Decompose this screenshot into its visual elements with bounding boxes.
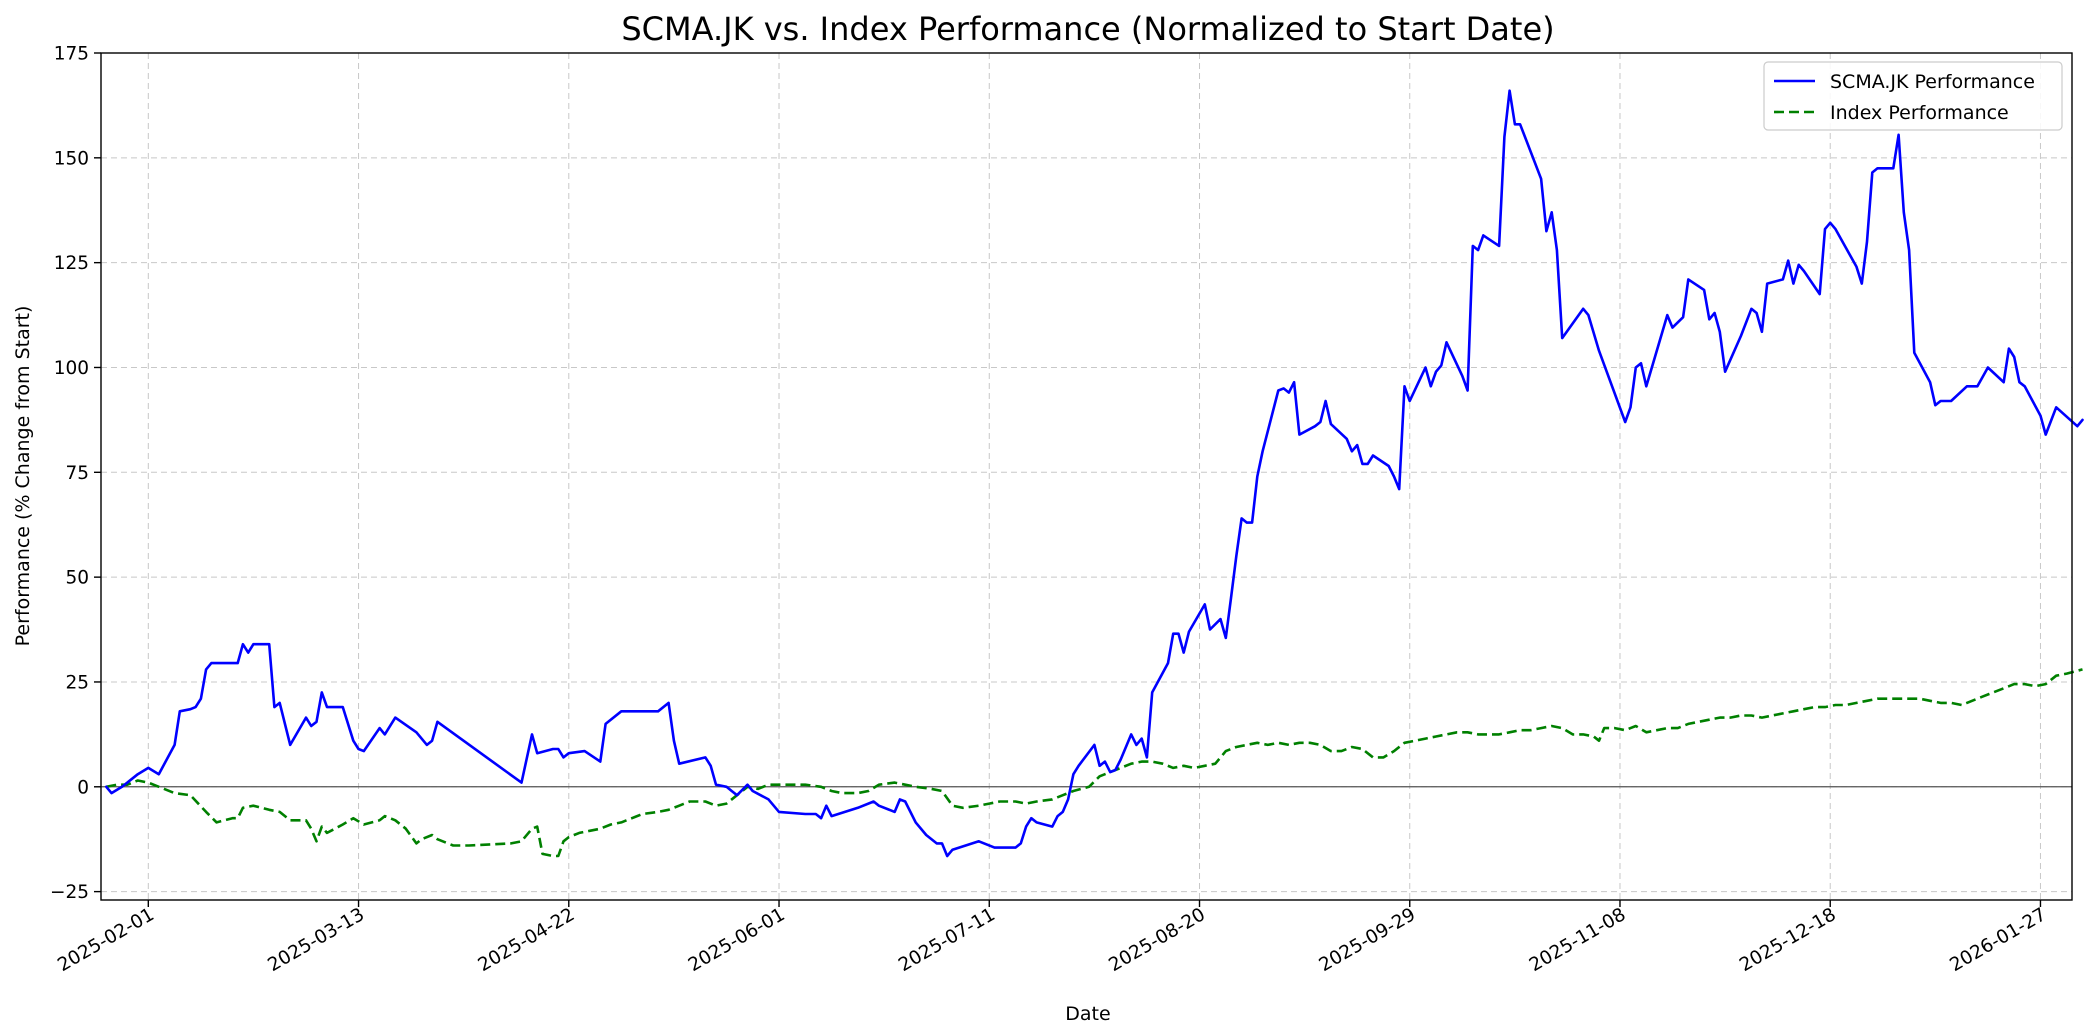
- y-tick-label: 150: [54, 148, 89, 169]
- chart-title: SCMA.JK vs. Index Performance (Normalize…: [621, 10, 1554, 48]
- plot-frame: [100, 52, 2073, 901]
- x-axis-title: Date: [1065, 1003, 1110, 1025]
- y-tick-label: 0: [77, 777, 89, 798]
- y-tick-label: 50: [65, 568, 89, 589]
- legend-label-index: Index Performance: [1830, 102, 2009, 124]
- y-tick-label: 100: [54, 358, 89, 379]
- index-performance-line: [106, 668, 2083, 858]
- scma-performance-line: [105, 89, 2084, 858]
- series-layer: [105, 89, 2084, 858]
- y-tick-label: 75: [65, 463, 89, 484]
- y-tick-label: 175: [54, 44, 89, 65]
- y-tick-label: 25: [65, 672, 89, 693]
- legend: SCMA.JK Performance Index Performance: [1763, 61, 2063, 131]
- y-axis-title: Performance (% Change from Start): [12, 306, 34, 647]
- legend-label-scma: SCMA.JK Performance: [1830, 71, 2035, 93]
- legend-box: [1763, 61, 2063, 131]
- y-tick-label: 125: [54, 253, 89, 274]
- y-tick-label: −25: [50, 882, 89, 903]
